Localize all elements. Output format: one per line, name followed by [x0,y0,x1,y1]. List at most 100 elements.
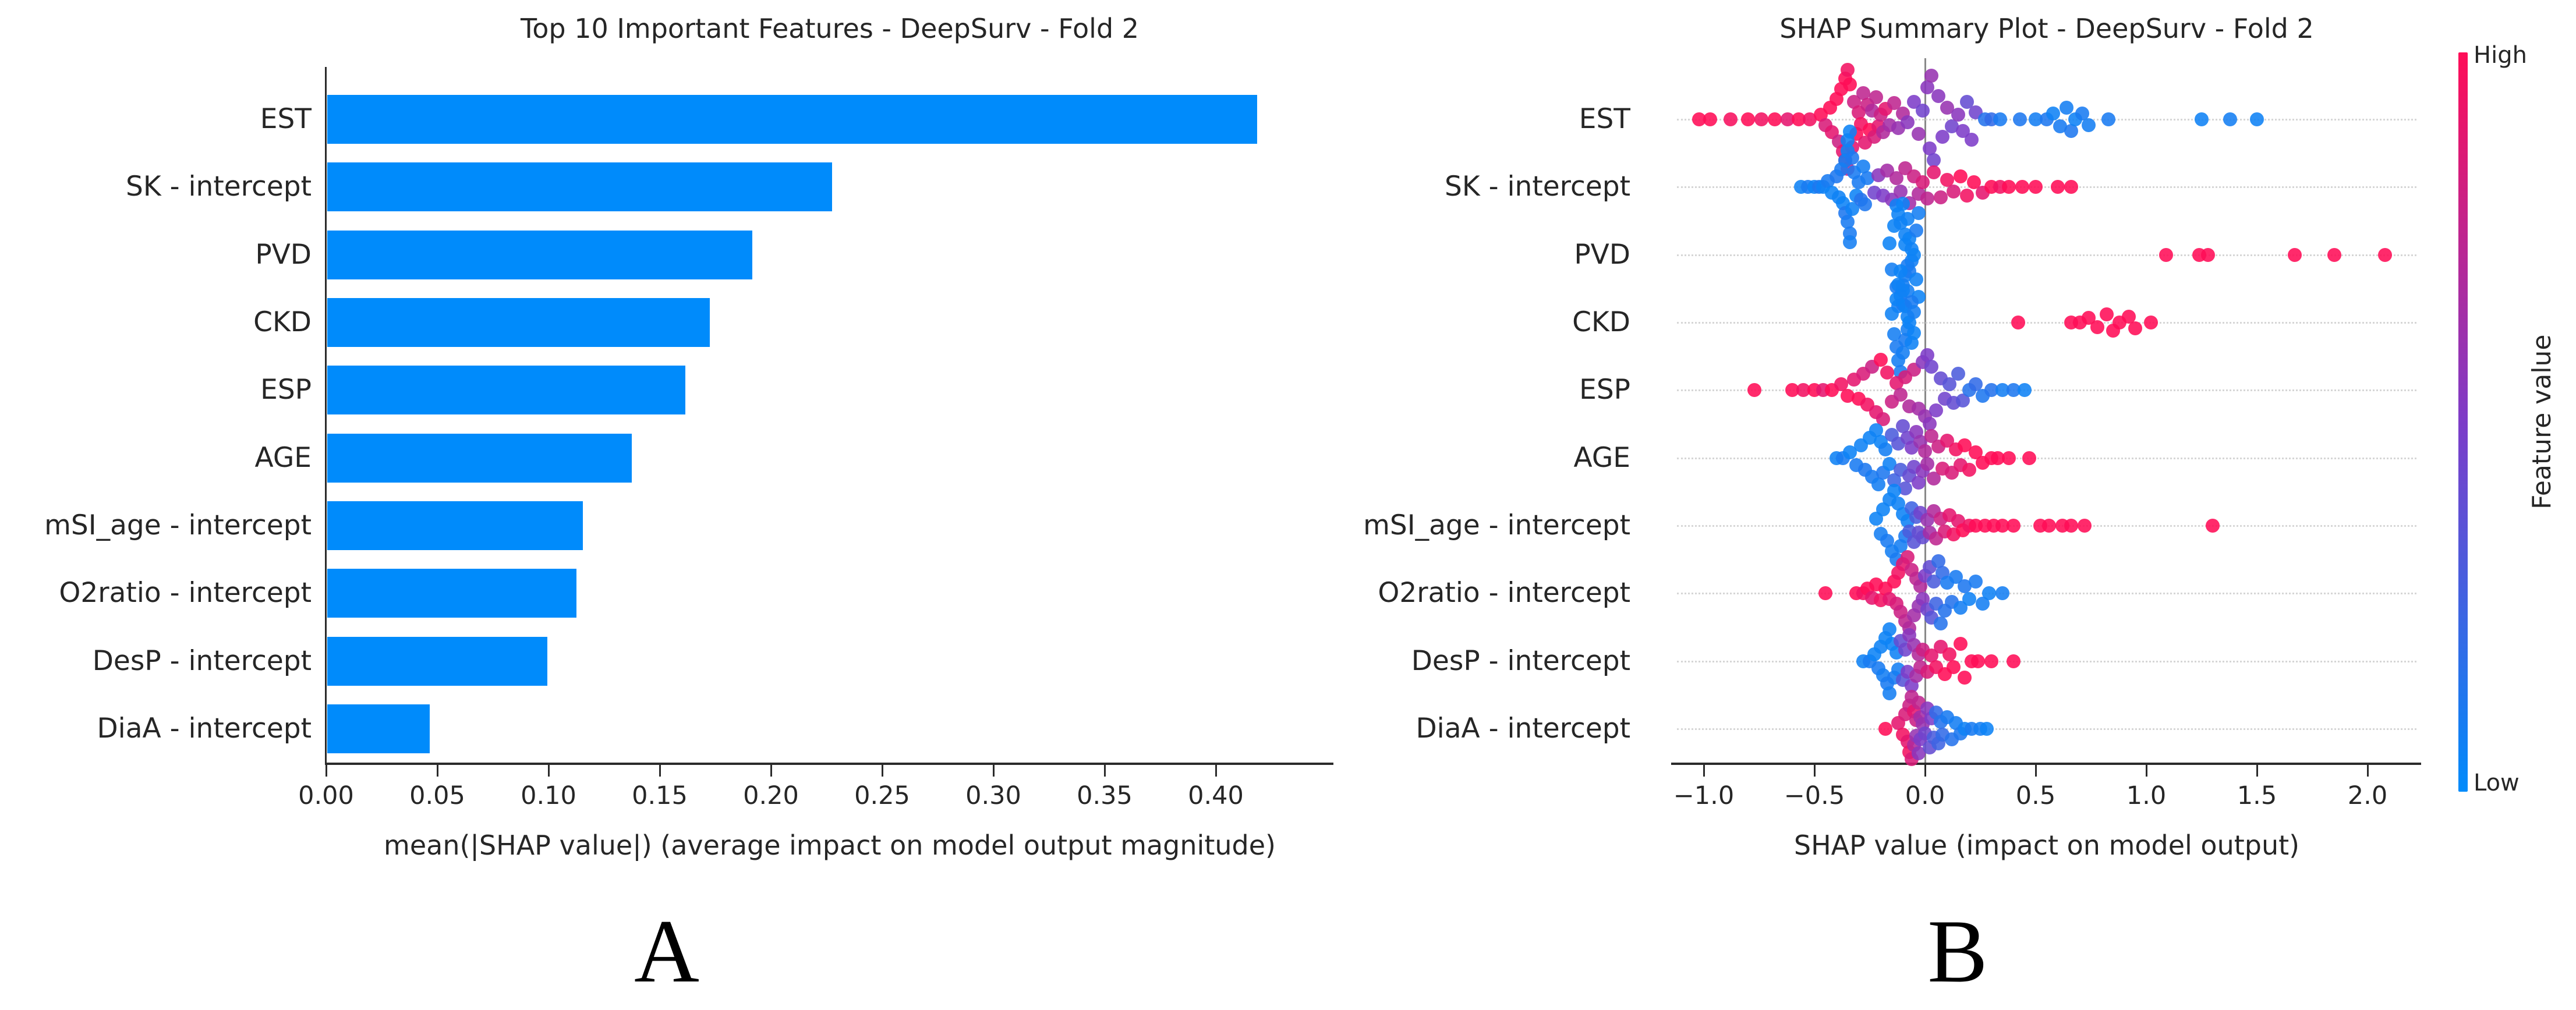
panel-a-letter: A [634,901,699,1001]
x-tick-label: −1.0 [1673,781,1735,810]
scatter-point [1931,89,1945,103]
scatter-point [2159,247,2174,262]
x-tick-label: 1.5 [2237,781,2277,810]
row-gridline [1677,254,2416,256]
scatter-point [2007,654,2021,668]
scatter-point [2077,518,2092,533]
scatter-point [1818,586,1832,601]
bar [327,230,752,279]
scatter-point [2060,101,2074,115]
scatter-point [1878,721,1892,736]
scatter-point [1909,223,1923,238]
scatter-point [1911,205,1926,220]
scatter-point [1984,654,1998,668]
scatter-point [1885,306,1899,321]
scatter-point [1964,133,1979,147]
x-tick [2256,765,2258,777]
x-tick [993,765,995,777]
row-gridline [1677,389,2416,392]
scatter-point [1920,192,1934,206]
scatter-point [1924,69,1939,83]
scatter-point [1858,197,1873,212]
scatter-point [2002,180,2016,194]
scatter-point [1907,304,1921,319]
scatter-point [1907,247,1921,262]
scatter-point [1900,115,1915,129]
scatter-point [1916,175,1930,190]
scatter-point [1960,189,1975,203]
panel-b-letter: B [1927,901,1988,1001]
scatter-point [2041,518,2056,533]
scatter-point [1947,660,1961,674]
scatter-point [1920,456,1934,471]
colorbar-title: Feature value [2527,334,2557,510]
scatter-point [1894,185,1908,199]
x-tick [1814,765,1816,777]
scatter-point [2007,518,2021,533]
scatter-point [1929,403,1943,418]
scatter-point [1754,112,1768,126]
x-tick [659,765,661,777]
scatter-point [1962,462,1976,477]
scatter-point [2064,124,2078,138]
scatter-point [1953,636,1968,651]
panel-b-ytick-label: ESP [1579,374,1630,406]
scatter-point [1900,550,1915,565]
x-tick-label: 0.30 [965,781,1021,810]
bar [327,297,710,347]
panel-a-ytick-label: ESP [260,374,312,406]
x-tick-label: 0.00 [298,781,354,810]
scatter-point [1918,444,1932,458]
scatter-point [2013,112,2027,126]
scatter-point [1995,586,2009,601]
bar [327,704,430,753]
x-tick-label: −0.5 [1784,781,1845,810]
panel-b-ytick-label: AGE [1573,441,1630,474]
x-tick [1924,765,1926,777]
scatter-point [2064,518,2078,533]
x-tick [437,765,438,777]
scatter-point [2287,247,2302,262]
scatter-point [1962,592,1976,607]
colorbar [2458,52,2468,792]
panel-a-ytick-label: DiaA - intercept [97,712,312,745]
x-tick [548,765,550,777]
scatter-point [1942,377,1956,392]
x-tick [325,765,327,777]
scatter-point [2099,307,2114,321]
scatter-point [1883,236,1897,250]
scatter-point [1747,383,1762,398]
bar [327,636,547,686]
scatter-point [1993,112,2008,126]
scatter-point [1933,616,1948,631]
scatter-point [2101,112,2116,126]
scatter-point [1927,165,1941,180]
panel-b-ytick-label: SK - intercept [1445,171,1630,203]
panel-b-ytick-label: EST [1579,103,1630,135]
scatter-point [1909,272,1923,286]
row-gridline [1677,457,2416,459]
panel-b-xlabel: SHAP value (impact on model output) [1793,830,2300,861]
scatter-point [1958,670,1972,685]
scatter-point [1767,112,1782,126]
scatter-point [1878,442,1892,456]
row-gridline [1677,593,2416,595]
scatter-point [2046,107,2061,121]
bar [327,569,576,618]
scatter-point [1842,125,1857,139]
scatter-point [1842,235,1857,250]
scatter-point [1869,90,1884,104]
scatter-point [1911,475,1926,490]
scatter-point [1971,654,1986,668]
scatter-point [1741,112,1755,126]
panel-b-ytick-label: CKD [1572,306,1630,338]
panel-a-ytick-label: DesP - intercept [92,644,312,677]
scatter-point [1723,112,1738,126]
x-tick [1215,765,1217,777]
panel-a-bottom-spine [325,763,1333,765]
x-tick [2367,765,2369,777]
panel-b-title: SHAP Summary Plot - DeepSurv - Fold 2 [1779,13,2314,44]
x-tick-label: 0.10 [521,781,576,810]
scatter-point [1933,190,1948,205]
panel-a-ytick-label: PVD [255,238,312,271]
